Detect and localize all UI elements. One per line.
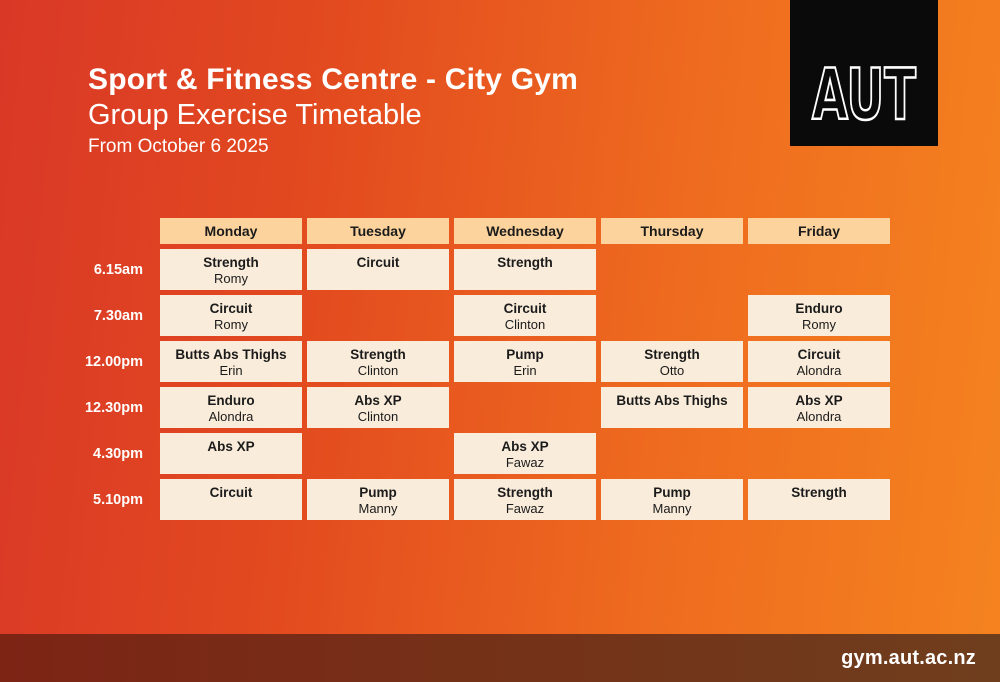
class-cell-friday-12-30pm: Abs XP Alondra: [748, 387, 890, 428]
effective-date: From October 6 2025: [88, 136, 269, 157]
class-name: Strength: [791, 485, 847, 500]
instructor-name: Clinton: [357, 363, 399, 378]
instructor-name: Romy: [214, 271, 248, 286]
class-name: Abs XP: [207, 439, 255, 454]
instructor-name: Clinton: [357, 409, 399, 424]
class-cell-monday-5-10pm: Circuit: [160, 479, 302, 520]
class-name: Circuit: [797, 347, 841, 362]
instructor-name: Otto: [659, 363, 685, 378]
class-cell-tuesday-12-30pm: Abs XP Clinton: [307, 387, 449, 428]
class-name: Butts Abs Thighs: [616, 393, 728, 408]
class-name: Abs XP: [501, 439, 549, 454]
class-name: Abs XP: [354, 393, 402, 408]
class-name: Strength: [497, 255, 553, 270]
empty-slot-friday-6-15am: [748, 249, 890, 290]
time-label-12-00pm: 12.00pm: [84, 353, 143, 370]
class-cell-tuesday-5-10pm: Pump Manny: [307, 479, 449, 520]
day-header-friday: Friday: [748, 218, 890, 244]
class-name: Enduro: [207, 393, 255, 408]
class-name: Strength: [203, 255, 259, 270]
class-cell-wednesday-7-30am: Circuit Clinton: [454, 295, 596, 336]
class-name: Strength: [350, 347, 406, 362]
class-name: Abs XP: [795, 393, 843, 408]
empty-slot-wednesday-12-30pm: [454, 387, 596, 428]
empty-slot-thursday-7-30am: [601, 295, 743, 336]
class-name: Circuit: [209, 485, 253, 500]
time-label-6-15am: 6.15am: [93, 261, 143, 278]
class-cell-tuesday-12-00pm: Strength Clinton: [307, 341, 449, 382]
time-label-12-30pm: 12.30pm: [84, 399, 143, 416]
class-name: Strength: [644, 347, 700, 362]
class-name: Butts Abs Thighs: [175, 347, 287, 362]
class-cell-thursday-12-00pm: Strength Otto: [601, 341, 743, 382]
empty-slot-friday-4-30pm: [748, 433, 890, 474]
instructor-name: Erin: [219, 363, 243, 378]
time-label-4-30pm: 4.30pm: [93, 445, 143, 462]
timetable-grid: Monday Tuesday Wednesday Thursday Friday 6.15…: [55, 218, 890, 520]
class-cell-friday-5-10pm: Strength: [748, 479, 890, 520]
instructor-name: Romy: [802, 317, 836, 332]
class-cell-wednesday-12-00pm: Pump Erin: [454, 341, 596, 382]
class-cell-thursday-5-10pm: Pump Manny: [601, 479, 743, 520]
class-name: Circuit: [503, 301, 547, 316]
footer-bar: gym.aut.ac.nz: [0, 634, 1000, 682]
day-header-tuesday: Tuesday: [307, 218, 449, 244]
instructor-name: Manny: [358, 501, 398, 516]
aut-logo: AUT: [790, 0, 938, 146]
class-cell-thursday-12-30pm: Butts Abs Thighs: [601, 387, 743, 428]
aut-logo-text: AUT: [812, 54, 916, 136]
class-cell-friday-7-30am: Enduro Romy: [748, 295, 890, 336]
page-header: Sport & Fitness Centre - City Gym Group …: [88, 62, 578, 159]
page-title: Sport & Fitness Centre - City Gym: [88, 63, 579, 96]
class-cell-tuesday-6-15am: Circuit: [307, 249, 449, 290]
class-cell-monday-7-30am: Circuit Romy: [160, 295, 302, 336]
class-name: Pump: [653, 485, 691, 500]
time-label-7-30am: 7.30am: [93, 307, 143, 324]
class-cell-monday-12-30pm: Enduro Alondra: [160, 387, 302, 428]
instructor-name: Fawaz: [505, 455, 545, 470]
class-name: Enduro: [795, 301, 843, 316]
class-cell-wednesday-5-10pm: Strength Fawaz: [454, 479, 596, 520]
class-name: Pump: [506, 347, 544, 362]
day-header-thursday: Thursday: [601, 218, 743, 244]
instructor-name: Alondra: [796, 409, 842, 424]
class-cell-monday-12-00pm: Butts Abs Thighs Erin: [160, 341, 302, 382]
class-cell-monday-6-15am: Strength Romy: [160, 249, 302, 290]
empty-slot-thursday-4-30pm: [601, 433, 743, 474]
class-name: Pump: [359, 485, 397, 500]
class-name: Circuit: [209, 301, 253, 316]
page-subtitle: Group Exercise Timetable: [88, 99, 422, 131]
class-name: Strength: [497, 485, 553, 500]
aut-logo-graphic: AUT: [811, 53, 918, 138]
website-url: gym.aut.ac.nz: [841, 646, 976, 669]
instructor-name: Romy: [214, 317, 248, 332]
class-cell-monday-4-30pm: Abs XP: [160, 433, 302, 474]
empty-slot-tuesday-7-30am: [307, 295, 449, 336]
class-cell-friday-12-00pm: Circuit Alondra: [748, 341, 890, 382]
instructor-name: Fawaz: [505, 501, 545, 516]
instructor-name: Alondra: [796, 363, 842, 378]
day-header-monday: Monday: [160, 218, 302, 244]
corner-spacer: [55, 218, 155, 244]
empty-slot-tuesday-4-30pm: [307, 433, 449, 474]
empty-slot-thursday-6-15am: [601, 249, 743, 290]
instructor-name: Clinton: [504, 317, 546, 332]
instructor-name: Erin: [513, 363, 537, 378]
instructor-name: Manny: [652, 501, 692, 516]
instructor-name: Alondra: [208, 409, 254, 424]
day-header-wednesday: Wednesday: [454, 218, 596, 244]
class-name: Circuit: [356, 255, 400, 270]
class-cell-wednesday-6-15am: Strength: [454, 249, 596, 290]
class-cell-wednesday-4-30pm: Abs XP Fawaz: [454, 433, 596, 474]
time-label-5-10pm: 5.10pm: [93, 491, 143, 508]
